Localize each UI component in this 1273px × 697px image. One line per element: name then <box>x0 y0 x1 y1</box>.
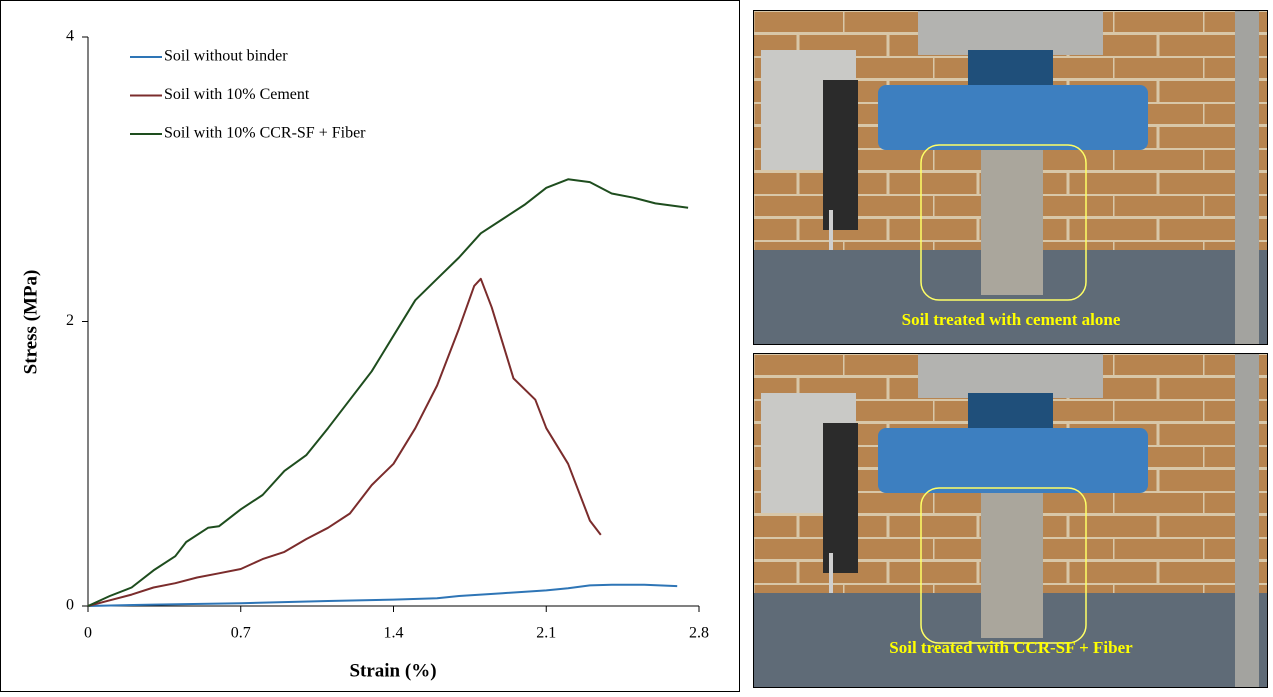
x-tick-label: 0.7 <box>231 625 251 642</box>
gauge <box>823 80 858 230</box>
photo-frame <box>753 10 1268 345</box>
head-collar <box>968 393 1053 433</box>
head-collar <box>968 50 1053 90</box>
highlight-box <box>920 487 1087 644</box>
gauge <box>823 423 858 573</box>
blue-plate <box>878 85 1148 150</box>
series-line <box>87 277 602 607</box>
specimen <box>981 493 1043 638</box>
photo: Soil treated with CCR-SF + Fiber <box>753 353 1268 688</box>
y-tick-label: 4 <box>66 28 74 45</box>
x-tick-label: 2.8 <box>689 625 709 642</box>
pole <box>1235 353 1259 688</box>
y-tick-label: 0 <box>66 597 74 614</box>
highlight-box <box>920 144 1087 301</box>
base-plate <box>753 250 1268 345</box>
y-tick-label: 2 <box>66 312 74 329</box>
pole <box>1235 10 1259 345</box>
x-tick-label: 0 <box>84 625 92 642</box>
y-axis-label: Stress (MPa) <box>20 270 41 375</box>
x-axis-label: Strain (%) <box>349 660 436 681</box>
base-plate <box>753 593 1268 688</box>
photo-caption: Soil treated with CCR-SF + Fiber <box>889 638 1133 657</box>
legend-label: Soil with 10% CCR-SF + Fiber <box>164 125 366 142</box>
steel-head <box>918 10 1103 55</box>
x-tick-label: 1.4 <box>384 625 404 642</box>
x-tick-label: 2.1 <box>536 625 556 642</box>
photos: Soil treated with cement alone Soil treat… <box>753 10 1268 688</box>
steel-head <box>918 353 1103 398</box>
legend-label: Soil with 10% Cement <box>164 86 310 103</box>
chart-frame <box>0 0 740 692</box>
series-line <box>87 583 678 607</box>
photo: Soil treated with cement alone <box>753 10 1268 345</box>
blue-plate <box>878 428 1148 493</box>
series-line <box>87 178 689 607</box>
specimen <box>981 150 1043 295</box>
legend-label: Soil without binder <box>164 48 288 65</box>
photo-caption: Soil treated with cement alone <box>902 310 1121 329</box>
photo-frame <box>753 353 1268 688</box>
